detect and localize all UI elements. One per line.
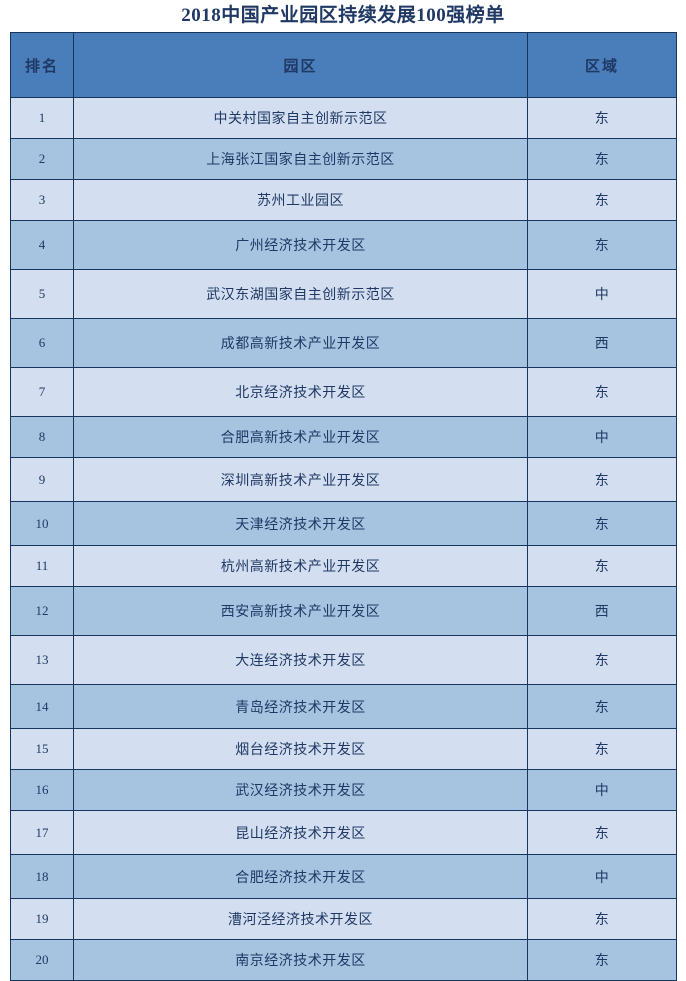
cell-region: 东 [527,367,677,417]
cell-rank: 5 [10,269,74,319]
column-header-region: 区域 [527,32,677,98]
cell-park-name: 北京经济技术开发区 [73,367,528,417]
cell-rank: 18 [10,854,74,899]
table-row: 10 天津经济技术开发区东 [10,501,677,546]
cell-rank: 14 [10,684,74,729]
cell-region: 东 [527,728,677,770]
cell-rank: 6 [10,318,74,368]
cell-park-name: 上海张江国家自主创新示范区 [73,138,528,180]
cell-rank: 17 [10,810,74,855]
cell-park-name: 西安高新技术产业开发区 [73,586,528,636]
cell-region: 东 [527,179,677,221]
table-row: 7 北京经济技术开发区东 [10,367,677,417]
cell-park-name: 成都高新技术产业开发区 [73,318,528,368]
cell-park-name: 漕河泾经济技术开发区 [73,898,528,940]
cell-rank: 2 [10,138,74,180]
cell-park-name: 昆山经济技术开发区 [73,810,528,855]
table-row: 1 中关村国家自主创新示范区东 [10,97,677,139]
cell-region: 东 [527,684,677,729]
cell-park-name: 中关村国家自主创新示范区 [73,97,528,139]
table-row: 12 西安高新技术产业开发区西 [10,586,677,636]
cell-region: 东 [527,97,677,139]
table-row: 18 合肥经济技术开发区中 [10,854,677,899]
cell-park-name: 武汉经济技术开发区 [73,769,528,811]
cell-park-name: 广州经济技术开发区 [73,220,528,270]
ranking-table-container: 排名 园区 区域 1 中关村国家自主创新示范区东 2 上海张江国家自主创新示范区东 3 苏… [10,32,677,981]
cell-region: 东 [527,898,677,940]
table-row: 17 昆山经济技术开发区东 [10,810,677,855]
table-row: 4 广州经济技术开发区东 [10,220,677,270]
cell-region: 西 [527,318,677,368]
cell-rank: 8 [10,416,74,458]
table-body: 1 中关村国家自主创新示范区东 2 上海张江国家自主创新示范区东 3 苏州工业园区东 4 广州… [10,97,677,981]
table-row: 9 深圳高新技术产业开发区东 [10,457,677,502]
cell-region: 中 [527,416,677,458]
cell-park-name: 烟台经济技术开发区 [73,728,528,770]
cell-region: 东 [527,545,677,587]
cell-region: 东 [527,635,677,685]
cell-region: 中 [527,269,677,319]
cell-rank: 9 [10,457,74,502]
cell-rank: 4 [10,220,74,270]
cell-park-name: 南京经济技术开发区 [73,939,528,981]
table-row: 16 武汉经济技术开发区中 [10,769,677,811]
table-row: 20 南京经济技术开发区东 [10,939,677,981]
cell-region: 中 [527,854,677,899]
cell-park-name: 杭州高新技术产业开发区 [73,545,528,587]
cell-rank: 13 [10,635,74,685]
document-page: 2018中国产业园区持续发展100强榜单 排名 园区 区域 1 中关村国家自主创新… [10,5,677,981]
table-row: 19 漕河泾经济技术开发区东 [10,898,677,940]
ranking-table: 排名 园区 区域 1 中关村国家自主创新示范区东 2 上海张江国家自主创新示范区东 3 苏… [10,32,677,981]
cell-park-name: 青岛经济技术开发区 [73,684,528,729]
table-header: 排名 园区 区域 [10,32,677,98]
table-row: 3 苏州工业园区东 [10,179,677,221]
table-row: 11 杭州高新技术产业开发区东 [10,545,677,587]
cell-region: 东 [527,939,677,981]
cell-rank: 10 [10,501,74,546]
page-title: 2018中国产业园区持续发展100强榜单 [181,5,505,26]
cell-region: 西 [527,586,677,636]
cell-rank: 19 [10,898,74,940]
cell-rank: 7 [10,367,74,417]
table-row: 15 烟台经济技术开发区东 [10,728,677,770]
cell-park-name: 天津经济技术开发区 [73,501,528,546]
cell-park-name: 深圳高新技术产业开发区 [73,457,528,502]
cell-rank: 11 [10,545,74,587]
cell-park-name: 武汉东湖国家自主创新示范区 [73,269,528,319]
cell-rank: 12 [10,586,74,636]
cell-park-name: 大连经济技术开发区 [73,635,528,685]
table-row: 6 成都高新技术产业开发区西 [10,318,677,368]
column-header-park: 园区 [73,32,528,98]
table-header-row: 排名 园区 区域 [10,32,677,98]
cell-rank: 3 [10,179,74,221]
cell-park-name: 苏州工业园区 [73,179,528,221]
cell-region: 东 [527,138,677,180]
cell-region: 东 [527,810,677,855]
cell-rank: 16 [10,769,74,811]
cell-region: 东 [527,457,677,502]
cell-rank: 1 [10,97,74,139]
table-row: 13 大连经济技术开发区东 [10,635,677,685]
cell-region: 中 [527,769,677,811]
cell-park-name: 合肥高新技术产业开发区 [73,416,528,458]
table-row: 8 合肥高新技术产业开发区中 [10,416,677,458]
table-row: 14 青岛经济技术开发区东 [10,684,677,729]
cell-region: 东 [527,501,677,546]
column-header-rank: 排名 [10,32,74,98]
cell-region: 东 [527,220,677,270]
cell-rank: 15 [10,728,74,770]
table-row: 5 武汉东湖国家自主创新示范区中 [10,269,677,319]
cell-rank: 20 [10,939,74,981]
cell-park-name: 合肥经济技术开发区 [73,854,528,899]
table-row: 2 上海张江国家自主创新示范区东 [10,138,677,180]
